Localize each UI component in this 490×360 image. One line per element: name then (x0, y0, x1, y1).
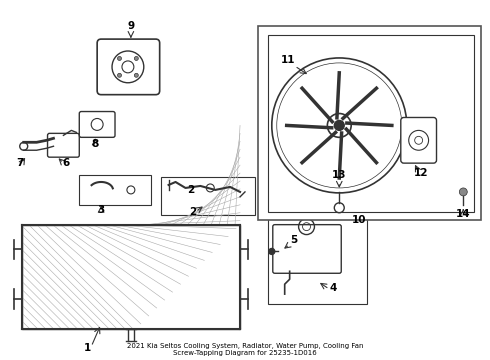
Circle shape (334, 121, 344, 130)
Bar (22, 225, 240, 329)
FancyBboxPatch shape (273, 225, 341, 273)
Circle shape (134, 73, 138, 77)
Text: 10: 10 (352, 215, 367, 225)
Bar (79, 175, 151, 205)
Bar (161, 177, 255, 215)
Text: 12: 12 (414, 168, 428, 178)
Circle shape (118, 73, 122, 77)
Text: 3: 3 (98, 205, 105, 215)
Text: 2021 Kia Seltos Cooling System, Radiator, Water Pump, Cooling Fan
Screw-Tapping : 2021 Kia Seltos Cooling System, Radiator… (127, 343, 363, 356)
Text: 6: 6 (63, 158, 70, 168)
FancyBboxPatch shape (401, 117, 437, 163)
Text: 11: 11 (280, 55, 295, 65)
Bar (268, 35, 474, 212)
Text: 7: 7 (16, 158, 24, 168)
Circle shape (134, 57, 138, 60)
Text: 2: 2 (187, 185, 194, 195)
Circle shape (459, 188, 467, 196)
Text: 4: 4 (330, 283, 337, 293)
Text: 2: 2 (189, 207, 196, 217)
FancyBboxPatch shape (97, 39, 160, 95)
Text: 9: 9 (127, 21, 134, 31)
FancyBboxPatch shape (48, 133, 79, 157)
Text: 1: 1 (84, 343, 91, 353)
Bar (258, 26, 481, 220)
Bar (268, 215, 367, 304)
Text: 14: 14 (456, 209, 470, 219)
Circle shape (118, 57, 122, 60)
FancyBboxPatch shape (79, 112, 115, 137)
Text: 5: 5 (290, 234, 297, 244)
Circle shape (269, 248, 275, 255)
Text: 13: 13 (332, 170, 346, 180)
Text: 8: 8 (92, 139, 99, 149)
